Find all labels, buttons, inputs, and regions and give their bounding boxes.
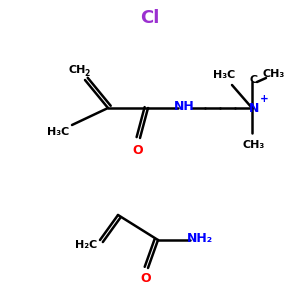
Text: N: N (249, 103, 259, 116)
Text: O: O (133, 143, 143, 157)
Text: NH: NH (174, 100, 194, 113)
Text: NH₂: NH₂ (187, 232, 213, 244)
Text: CH₃: CH₃ (243, 140, 265, 150)
Text: CH: CH (68, 65, 86, 75)
Text: +: + (260, 94, 268, 104)
Text: CH₃: CH₃ (263, 69, 285, 79)
Text: C: C (250, 75, 258, 85)
Text: Cl: Cl (140, 9, 160, 27)
Text: H₃C: H₃C (47, 127, 69, 137)
Text: H₃C: H₃C (213, 70, 235, 80)
Text: 2: 2 (84, 70, 90, 79)
Text: O: O (141, 272, 151, 286)
Text: H₂C: H₂C (75, 240, 97, 250)
